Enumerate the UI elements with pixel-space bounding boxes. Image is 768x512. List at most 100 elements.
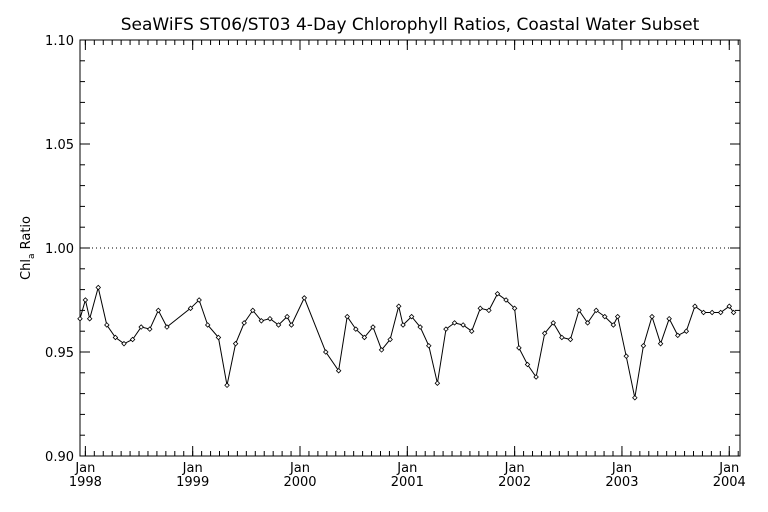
x-tick-year-label: 2000	[283, 475, 316, 490]
data-point	[187, 305, 194, 312]
data-point	[426, 342, 432, 349]
data-point	[196, 297, 202, 303]
data-point	[443, 326, 449, 332]
data-point	[468, 328, 475, 334]
x-tick-month-label: Jan	[718, 461, 739, 476]
data-point	[640, 342, 647, 349]
x-tick-month-label: Jan	[182, 461, 203, 476]
data-point	[335, 367, 342, 374]
x-tick-month-label: Jan	[74, 461, 95, 476]
y-axis-label: Chla Ratio	[19, 216, 37, 280]
y-tick-label: 1.10	[45, 34, 74, 49]
data-point	[275, 322, 282, 328]
data-point	[541, 330, 548, 337]
y-tick-label: 1.00	[45, 242, 74, 257]
data-point	[559, 334, 565, 341]
data-point	[709, 309, 715, 316]
data-point	[533, 374, 539, 380]
x-tick-year-label: 2003	[605, 475, 638, 490]
plot-frame	[79, 39, 741, 457]
y-axis-ticks: 0.90 0.95 1.00 1.05 1.10	[45, 34, 740, 465]
data-point	[567, 336, 574, 343]
data-point	[511, 305, 518, 312]
x-tick-year-label: 2004	[713, 475, 746, 490]
data-point	[614, 313, 621, 320]
data-point	[129, 336, 136, 343]
data-point	[666, 315, 672, 322]
data-point	[477, 305, 484, 312]
x-tick-year-label: 2002	[498, 475, 531, 490]
data-point	[602, 313, 608, 320]
data-point	[649, 313, 655, 320]
data-point	[524, 361, 531, 368]
data-point	[486, 307, 492, 314]
data-point	[77, 315, 83, 322]
data-point	[503, 297, 509, 303]
y-tick-label: 1.05	[45, 138, 74, 153]
data-point	[267, 315, 273, 322]
x-tick-year-label: 1999	[176, 475, 209, 490]
data-point	[112, 334, 119, 341]
data-point	[258, 318, 265, 324]
x-tick-month-label: Jan	[504, 461, 525, 476]
data-point	[700, 309, 707, 316]
data-point	[584, 320, 591, 326]
data-point	[632, 394, 638, 401]
x-tick-month-label: Jan	[289, 461, 310, 476]
data-point	[232, 340, 239, 347]
y-tick-label: 0.90	[45, 450, 74, 465]
plot-area: 0.900.951.001.051.10 Jan1998Jan1999Jan20…	[45, 34, 746, 490]
data-point	[657, 340, 664, 347]
y-axis-label-subscript: a	[27, 254, 37, 260]
data-point	[322, 349, 329, 355]
series-line	[79, 287, 735, 398]
y-tick-label: 0.95	[45, 346, 74, 361]
data-point	[215, 334, 222, 341]
x-tick-month-label: Jan	[611, 461, 632, 476]
data-point	[593, 307, 599, 314]
data-point	[250, 307, 256, 314]
data-point	[95, 284, 102, 291]
data-point	[610, 322, 617, 328]
data-point	[204, 322, 211, 328]
data-point	[353, 326, 359, 332]
data-point	[683, 328, 690, 334]
data-point	[395, 303, 402, 310]
data-point	[344, 313, 350, 320]
data-point	[301, 295, 308, 301]
data-point	[82, 297, 89, 303]
x-tick-year-label: 2001	[391, 475, 424, 490]
data-point	[288, 322, 295, 328]
x-axis-ticks: Jan1998Jan1999Jan2000Jan2001Jan2002Jan20…	[69, 40, 746, 490]
data-point	[516, 345, 522, 351]
data-point	[155, 307, 162, 314]
y-axis-label-rest: Ratio	[19, 216, 34, 254]
x-tick-month-label: Jan	[396, 461, 417, 476]
chart-title: SeaWiFS ST06/ST03 4-Day Chlorophyll Rati…	[121, 15, 700, 35]
series-group	[77, 284, 737, 401]
data-point	[241, 320, 247, 326]
data-point	[730, 309, 737, 316]
data-point	[164, 324, 170, 330]
data-point	[460, 322, 466, 328]
data-point	[387, 336, 393, 343]
data-point	[146, 326, 153, 332]
data-point	[726, 303, 733, 310]
x-tick-year-label: 1998	[69, 475, 102, 490]
data-point	[121, 340, 127, 347]
data-point	[494, 290, 501, 297]
data-point	[408, 313, 415, 320]
data-point	[378, 347, 385, 353]
data-point	[623, 353, 630, 359]
data-point	[417, 324, 423, 330]
data-point	[284, 313, 290, 320]
data-point	[224, 382, 230, 389]
data-point	[104, 322, 110, 328]
data-point	[576, 307, 582, 314]
data-point	[550, 320, 557, 326]
data-point	[434, 380, 441, 386]
data-point	[86, 315, 93, 322]
data-point	[370, 324, 376, 330]
data-point	[692, 303, 698, 310]
